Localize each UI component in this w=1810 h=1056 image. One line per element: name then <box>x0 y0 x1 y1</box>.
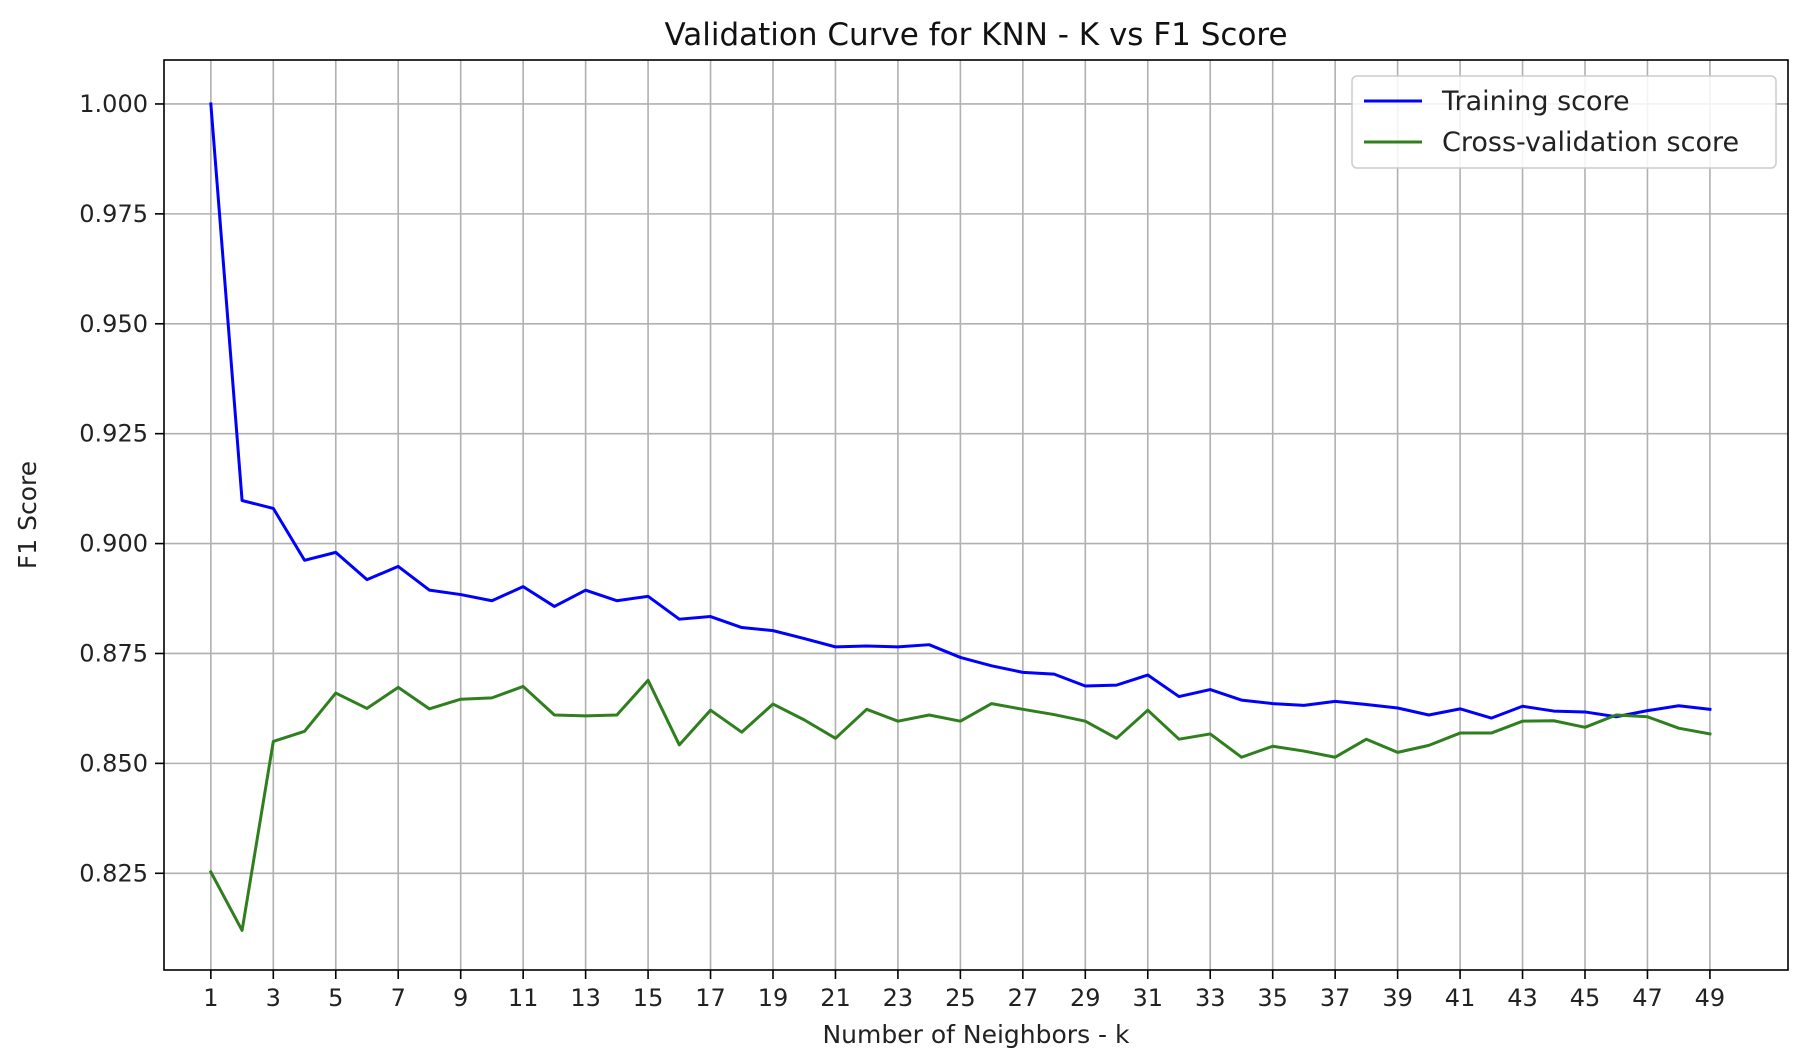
x-tick-label-3: 3 <box>266 984 281 1012</box>
chart-title: Validation Curve for KNN - K vs F1 Score <box>664 17 1287 53</box>
x-tick-label-11: 11 <box>508 984 539 1012</box>
x-tick-label-47: 47 <box>1632 984 1663 1012</box>
y-axis-label: F1 Score <box>13 461 42 569</box>
x-tick-label-37: 37 <box>1320 984 1351 1012</box>
y-tick-label-0: 0.825 <box>79 859 148 887</box>
x-tick-label-43: 43 <box>1507 984 1538 1012</box>
x-tick-label-45: 45 <box>1570 984 1601 1012</box>
x-tick-label-31: 31 <box>1132 984 1163 1012</box>
x-tick-label-9: 9 <box>453 984 468 1012</box>
x-axis-label: Number of Neighbors - k <box>822 1020 1130 1049</box>
x-tick-label-17: 17 <box>695 984 726 1012</box>
x-tick-label-7: 7 <box>391 984 406 1012</box>
x-tick-label-29: 29 <box>1070 984 1101 1012</box>
plot-area-frame <box>163 59 1789 971</box>
y-tick-label-6: 0.975 <box>79 200 148 228</box>
legend-label-cross-validation: Cross-validation score <box>1442 127 1739 158</box>
axis-ticks: 1 3 5 7 9 11 13 15 17 19 21 23 25 27 29 31 33 35 37 39 41 43 4… <box>79 90 1725 1012</box>
series-lines <box>208 102 1712 932</box>
y-tick-label-2: 0.875 <box>79 639 148 667</box>
x-tick-label-35: 35 <box>1257 984 1288 1012</box>
training-score-line <box>209 102 1712 720</box>
y-tick-label-7: 1.000 <box>79 90 148 118</box>
x-tick-label-19: 19 <box>758 984 789 1012</box>
chart-legend: Training score Cross-validation score <box>1351 75 1777 169</box>
x-tick-label-5: 5 <box>328 984 343 1012</box>
x-tick-label-27: 27 <box>1008 984 1039 1012</box>
y-tick-label-5: 0.950 <box>79 310 148 338</box>
x-tick-label-21: 21 <box>820 984 851 1012</box>
y-tick-label-4: 0.925 <box>79 420 148 448</box>
legend-box <box>1351 75 1777 169</box>
x-tick-label-39: 39 <box>1382 984 1413 1012</box>
y-tick-label-1: 0.850 <box>79 749 148 777</box>
x-tick-label-13: 13 <box>570 984 601 1012</box>
legend-label-training: Training score <box>1441 86 1630 117</box>
x-tick-label-41: 41 <box>1445 984 1476 1012</box>
x-tick-label-23: 23 <box>883 984 914 1012</box>
x-tick-label-15: 15 <box>633 984 664 1012</box>
x-tick-label-25: 25 <box>945 984 976 1012</box>
x-tick-label-33: 33 <box>1195 984 1226 1012</box>
grid-lines <box>164 60 1788 970</box>
y-tick-label-3: 0.900 <box>79 530 148 558</box>
x-tick-label-49: 49 <box>1695 984 1726 1012</box>
x-tick-label-1: 1 <box>203 984 218 1012</box>
cross-validation-score-line <box>208 678 1712 932</box>
